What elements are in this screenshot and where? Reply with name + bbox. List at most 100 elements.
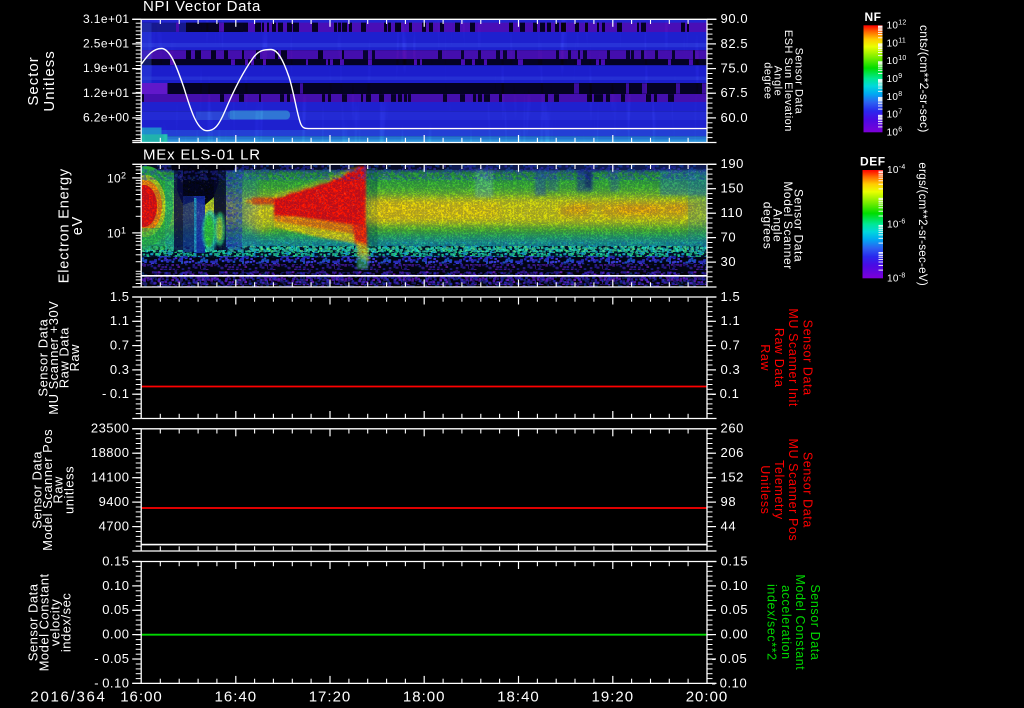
svg-text:150: 150 (721, 181, 745, 196)
svg-text:Unitless: Unitless (41, 50, 58, 111)
svg-text:- 0.10: - 0.10 (712, 675, 748, 690)
svg-text:106: 106 (887, 127, 903, 139)
svg-text:19:20: 19:20 (592, 689, 635, 706)
svg-text:- 0.1: - 0.1 (102, 386, 130, 401)
svg-text:1.1: 1.1 (110, 313, 130, 328)
svg-text:Electron Energy: Electron Energy (57, 168, 73, 283)
svg-text:- 0.10: - 0.10 (94, 675, 129, 690)
svg-text:NPI Vector Data: NPI Vector Data (143, 0, 261, 15)
svg-text:107: 107 (887, 109, 903, 121)
svg-text:MU Scanner +30V: MU Scanner +30V (46, 301, 61, 415)
svg-text:Sector: Sector (25, 56, 42, 105)
svg-text:Telemetry: Telemetry (772, 460, 786, 520)
svg-text:152: 152 (721, 470, 745, 485)
svg-text:0.10: 0.10 (102, 578, 129, 593)
svg-text:eV: eV (70, 216, 86, 235)
svg-text:0.10: 0.10 (721, 578, 749, 593)
svg-text:18:00: 18:00 (403, 689, 446, 706)
svg-text:4700: 4700 (99, 519, 130, 534)
svg-text:Sensor Data: Sensor Data (30, 451, 45, 529)
svg-text:75.0: 75.0 (721, 61, 749, 76)
svg-text:0.7: 0.7 (110, 338, 130, 353)
svg-text:14100: 14100 (91, 470, 130, 485)
svg-text:16:40: 16:40 (215, 689, 258, 706)
svg-text:Angle: Angle (771, 209, 785, 243)
svg-text:acceleration: acceleration (779, 585, 793, 660)
svg-text:2.5e+01: 2.5e+01 (83, 37, 130, 51)
svg-text:Model Constant: Model Constant (793, 574, 807, 670)
svg-text:Raw Data: Raw Data (772, 328, 786, 388)
svg-text:16:00: 16:00 (120, 689, 163, 706)
svg-text:90.0: 90.0 (721, 11, 749, 26)
svg-text:0.7: 0.7 (721, 338, 741, 353)
svg-text:3.1e+01: 3.1e+01 (83, 12, 130, 26)
svg-text:Model Constant: Model Constant (37, 573, 52, 671)
svg-text:1.9e+01: 1.9e+01 (83, 61, 130, 75)
svg-text:260: 260 (721, 421, 745, 436)
svg-text:Raw: Raw (758, 344, 772, 371)
svg-text:0.05: 0.05 (102, 602, 129, 617)
svg-text:44: 44 (721, 519, 737, 534)
svg-text:Model Scanner: Model Scanner (781, 181, 795, 270)
svg-text:Raw: Raw (67, 344, 82, 372)
svg-text:23500: 23500 (91, 421, 130, 436)
svg-text:70: 70 (721, 230, 737, 245)
svg-text:0.15: 0.15 (721, 553, 749, 568)
svg-text:Sensor Data: Sensor Data (35, 319, 50, 397)
svg-text:1.2e+01: 1.2e+01 (83, 86, 130, 100)
svg-text:0.05: 0.05 (721, 602, 749, 617)
svg-text:Angle: Angle (772, 66, 784, 97)
svg-text:17:20: 17:20 (309, 689, 352, 706)
svg-text:60.0: 60.0 (721, 110, 749, 125)
svg-text:- 0.05: - 0.05 (712, 651, 748, 666)
svg-text:0.00: 0.00 (721, 627, 749, 642)
svg-text:unitless: unitless (61, 466, 76, 514)
svg-text:2016/364: 2016/364 (30, 689, 106, 706)
svg-text:0.3: 0.3 (110, 362, 130, 377)
svg-text:- 0.1: - 0.1 (712, 386, 740, 401)
svg-text:110: 110 (721, 205, 744, 220)
svg-text:109: 109 (887, 73, 903, 85)
svg-text:6.2e+00: 6.2e+00 (83, 111, 130, 125)
svg-text:18:40: 18:40 (497, 689, 540, 706)
svg-text:0.00: 0.00 (102, 627, 129, 642)
svg-text:18800: 18800 (91, 445, 130, 460)
svg-text:Sensor Data: Sensor Data (808, 584, 822, 660)
svg-text:Sensor Data: Sensor Data (792, 189, 806, 262)
svg-text:98: 98 (721, 494, 737, 509)
svg-text:- 0.05: - 0.05 (94, 651, 129, 666)
svg-text:30: 30 (721, 254, 737, 269)
svg-text:degrees: degrees (760, 202, 774, 250)
svg-text:190: 190 (721, 156, 745, 171)
svg-text:Model Scanner Pos: Model Scanner Pos (40, 429, 55, 551)
svg-text:velocity: velocity (48, 599, 63, 646)
svg-text:0.15: 0.15 (102, 553, 129, 568)
svg-text:cnts/(cm**2-sr-sec): cnts/(cm**2-sr-sec) (917, 25, 931, 133)
svg-text:Raw: Raw (51, 476, 66, 504)
svg-text:206: 206 (721, 445, 745, 460)
svg-text:ESH Sun Elevation: ESH Sun Elevation (782, 30, 794, 132)
svg-text:1.5: 1.5 (110, 289, 130, 304)
svg-text:20:00: 20:00 (686, 689, 729, 706)
svg-text:0.3: 0.3 (721, 362, 741, 377)
svg-text:MEx ELS-01 LR: MEx ELS-01 LR (143, 147, 261, 164)
svg-text:Sensor Data: Sensor Data (801, 452, 815, 528)
svg-text:Sensor Data: Sensor Data (26, 583, 41, 661)
svg-text:1.5: 1.5 (721, 289, 741, 304)
svg-text:MU Scanner Init: MU Scanner Init (786, 308, 800, 407)
svg-text:1.1: 1.1 (721, 313, 741, 328)
svg-text:Raw Data: Raw Data (57, 327, 72, 388)
svg-text:DEF: DEF (860, 155, 886, 169)
svg-text:degree: degree (761, 62, 773, 99)
svg-text:67.5: 67.5 (721, 85, 749, 100)
svg-text:Sensor Data: Sensor Data (793, 48, 805, 115)
svg-text:108: 108 (887, 91, 903, 103)
svg-text:Unitless: Unitless (758, 465, 772, 514)
svg-text:Sensor Data: Sensor Data (801, 320, 815, 396)
svg-text:MU Scanner Pos: MU Scanner Pos (786, 438, 800, 541)
svg-text:ergs/(cm**2-sr-sec-eV): ergs/(cm**2-sr-sec-eV) (916, 162, 928, 286)
svg-text:NF: NF (865, 10, 882, 24)
svg-text:index/sec: index/sec (59, 593, 74, 652)
svg-text:index/sec**2: index/sec**2 (765, 584, 779, 661)
svg-text:9400: 9400 (99, 494, 130, 509)
